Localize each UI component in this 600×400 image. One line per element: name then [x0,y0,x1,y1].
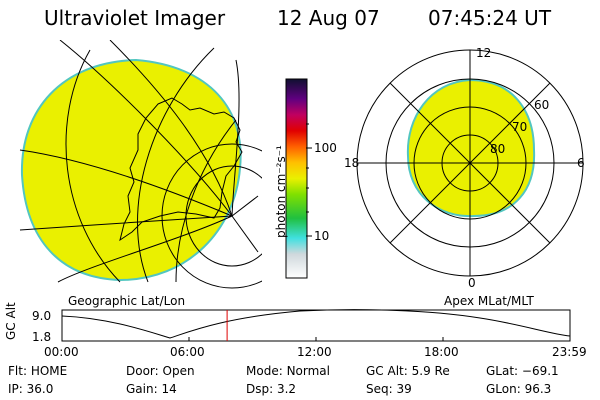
mlt-label-18: 18 [344,156,360,170]
geo-grid [19,40,262,289]
mlat-label-70: 70 [512,120,528,134]
coastline [119,97,243,242]
emission-disk-geo [20,58,242,282]
status-gain: Gain: 14 [126,382,177,396]
app-title: Ultraviolet Imager [44,6,226,30]
date-readout: 12 Aug 07 [277,6,380,30]
status-ip: IP: 36.0 [8,382,54,396]
timeline-xtick-1: 06:00 [170,345,205,359]
emission-disk-polar [406,78,536,218]
timeline-xtick-0: 00:00 [44,345,79,359]
status-flt: Flt: HOME [8,364,68,378]
timeline-xtick-4: 23:59 [552,345,587,359]
status-glat: GLat: −69.1 [486,364,559,378]
status-door: Door: Open [126,364,195,378]
mlat-label-60: 60 [534,98,550,112]
status-glon: GLon: 96.3 [486,382,552,396]
timeline-xtick-2: 12:00 [297,345,332,359]
colorbar-tick-100: 100 [314,141,337,155]
apex-panel-label: Apex MLat/MLT [444,294,534,308]
mlt-label-12: 12 [476,46,492,60]
mlat-label-80: 80 [490,142,506,156]
timeline-axis-label: GC Alt [4,302,18,340]
status-seq: Seq: 39 [366,382,412,396]
timeline-xtick-3: 18:00 [424,345,459,359]
altitude-curve [61,309,571,339]
status-mode: Mode: Normal [246,364,330,378]
time-readout: 07:45:24 UT [428,6,552,30]
geo-panel-label: Geographic Lat/Lon [68,294,186,308]
mlt-label-0: 0 [468,276,476,290]
timeline-ytick-bottom: 1.8 [32,330,52,344]
mlt-label-6: 6 [577,156,585,170]
colorbar-tick-10: 10 [314,229,330,243]
status-dsp: Dsp: 3.2 [246,382,297,396]
status-gc-alt: GC Alt: 5.9 Re [366,364,450,378]
timeline-ytick-top: 9.0 [32,309,52,323]
